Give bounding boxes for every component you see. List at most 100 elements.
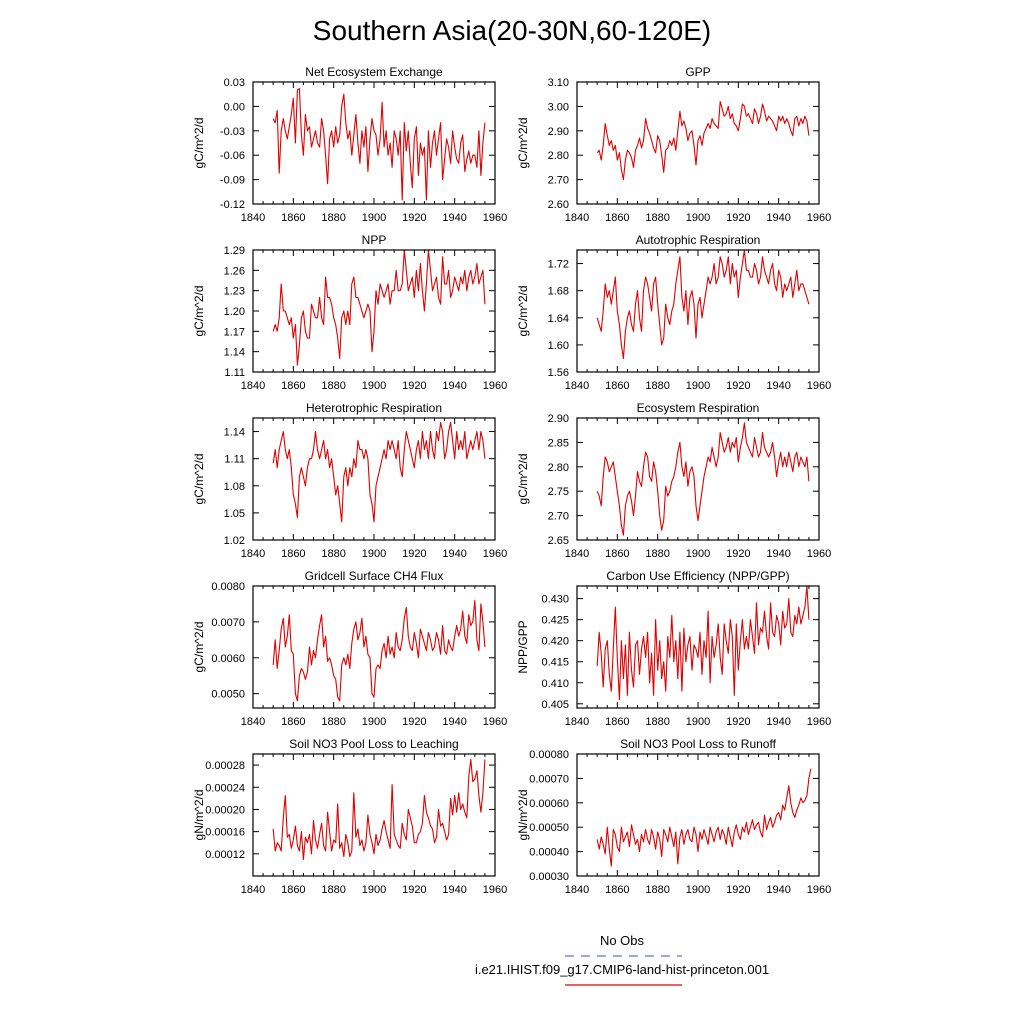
y-axis-label: gC/m^2/d [516, 286, 530, 337]
plot-frame [576, 753, 820, 877]
x-tick-label: 1840 [565, 548, 589, 560]
y-tick-label: 1.05 [224, 508, 245, 520]
x-tick-label: 1860 [281, 380, 305, 392]
x-tick-label: 1880 [321, 884, 345, 896]
legend-label-model: i.e21.IHIST.f09_g17.CMIP6-land-hist-prin… [475, 962, 769, 977]
x-tick-label: 1960 [807, 380, 831, 392]
series-line [272, 249, 486, 366]
x-tick-label: 1900 [686, 548, 710, 560]
series-line [272, 599, 486, 702]
panel-title: Autotrophic Respiration [636, 233, 761, 247]
y-tick-label: 0.0080 [211, 581, 245, 593]
y-tick-label: 1.20 [224, 306, 245, 318]
x-tick-label: 1860 [281, 716, 305, 728]
y-axis-label: gC/m^2/d [516, 118, 530, 169]
y-tick-label: 1.29 [224, 245, 245, 257]
x-tick-label: 1960 [807, 548, 831, 560]
x-tick-label: 1880 [645, 548, 669, 560]
x-tick-label: 1840 [241, 716, 265, 728]
y-tick-label: 3.00 [548, 101, 569, 113]
y-tick-label: 3.10 [548, 77, 569, 89]
x-tick-label: 1860 [605, 548, 629, 560]
y-tick-label: 1.02 [224, 535, 245, 547]
y-tick-label: 0.425 [541, 615, 569, 627]
plot-frame [252, 585, 496, 709]
x-tick-label: 1960 [483, 212, 507, 224]
plot-frame [576, 81, 820, 205]
y-tick-label: 1.14 [224, 427, 245, 439]
panel-title: Gridcell Surface CH4 Flux [305, 569, 444, 583]
y-tick-label: 0.00 [224, 101, 245, 113]
y-tick-label: 2.90 [548, 126, 569, 138]
x-tick-label: 1960 [807, 212, 831, 224]
x-tick-label: 1880 [645, 212, 669, 224]
x-tick-label: 1920 [402, 380, 426, 392]
x-tick-label: 1880 [321, 380, 345, 392]
y-tick-label: 0.0070 [211, 617, 245, 629]
y-tick-label: 1.23 [224, 286, 245, 298]
x-tick-label: 1960 [807, 884, 831, 896]
x-tick-label: 1960 [483, 380, 507, 392]
panel-title: Heterotrophic Respiration [306, 401, 442, 415]
y-tick-label: 0.00016 [205, 827, 245, 839]
plot-frame [576, 249, 820, 373]
y-tick-label: 1.60 [548, 340, 569, 352]
x-tick-label: 1880 [321, 548, 345, 560]
panel-autotrophic-respiration: Autotrophic Respiration gC/m^2/d 1840 1860 1… [516, 233, 831, 392]
y-tick-label: 1.11 [224, 367, 245, 379]
y-axis-label: gC/m^2/d [192, 118, 206, 169]
y-axis-label: gC/m^2/d [192, 286, 206, 337]
y-tick-label: 0.00030 [529, 871, 569, 883]
x-tick-label: 1880 [321, 212, 345, 224]
x-tick-label: 1920 [402, 884, 426, 896]
x-tick-label: 1940 [442, 716, 466, 728]
y-tick-label: 1.26 [224, 265, 245, 277]
panels: Net Ecosystem Exchange gC/m^2/d 1840 1860 18… [192, 65, 831, 896]
y-tick-label: 2.60 [548, 199, 569, 211]
legend: No Obs i.e21.IHIST.f09_g17.CMIP6-land-hi… [475, 933, 769, 986]
y-tick-label: 0.00012 [205, 849, 245, 861]
y-tick-label: 1.08 [224, 481, 245, 493]
x-tick-label: 1860 [281, 212, 305, 224]
x-tick-label: 1900 [362, 380, 386, 392]
y-tick-label: 0.0060 [211, 653, 245, 665]
x-tick-label: 1900 [686, 716, 710, 728]
plot-frame [252, 753, 496, 877]
x-tick-label: 1960 [807, 716, 831, 728]
x-tick-label: 1920 [402, 548, 426, 560]
x-tick-label: 1880 [645, 716, 669, 728]
x-tick-label: 1840 [565, 212, 589, 224]
panel-title: Soil NO3 Pool Loss to Leaching [289, 737, 458, 751]
x-tick-label: 1840 [565, 716, 589, 728]
panel-title: Net Ecosystem Exchange [305, 65, 443, 79]
y-tick-label: 0.00060 [529, 798, 569, 810]
x-tick-label: 1900 [362, 212, 386, 224]
y-tick-label: 0.415 [541, 657, 569, 669]
x-tick-label: 1860 [605, 380, 629, 392]
x-tick-label: 1840 [241, 884, 265, 896]
y-tick-label: -0.09 [220, 175, 245, 187]
x-tick-label: 1860 [605, 884, 629, 896]
panel-npp: NPP gC/m^2/d 1840 1860 1880 1900 1920 1940 1960 1… [192, 233, 507, 392]
x-tick-label: 1840 [241, 548, 265, 560]
x-tick-label: 1920 [402, 716, 426, 728]
series-line [272, 758, 486, 860]
y-tick-label: 1.11 [224, 454, 245, 466]
x-tick-label: 1860 [281, 548, 305, 560]
panel-title: Carbon Use Efficiency (NPP/GPP) [606, 569, 789, 583]
x-tick-label: 1940 [766, 884, 790, 896]
x-tick-label: 1940 [766, 212, 790, 224]
panel-net-ecosystem-exchange: Net Ecosystem Exchange gC/m^2/d 1840 1860 18… [192, 65, 507, 224]
y-tick-label: 2.75 [548, 486, 569, 498]
x-tick-label: 1880 [321, 716, 345, 728]
y-tick-label: 0.420 [541, 636, 569, 648]
y-tick-label: 0.410 [541, 678, 569, 690]
y-tick-label: 0.405 [541, 699, 569, 711]
x-tick-label: 1900 [362, 716, 386, 728]
x-tick-label: 1940 [766, 548, 790, 560]
y-tick-label: 2.70 [548, 175, 569, 187]
y-tick-label: 0.00050 [529, 822, 569, 834]
x-tick-label: 1900 [362, 548, 386, 560]
x-tick-label: 1920 [726, 212, 750, 224]
y-tick-label: 0.00028 [205, 760, 245, 772]
